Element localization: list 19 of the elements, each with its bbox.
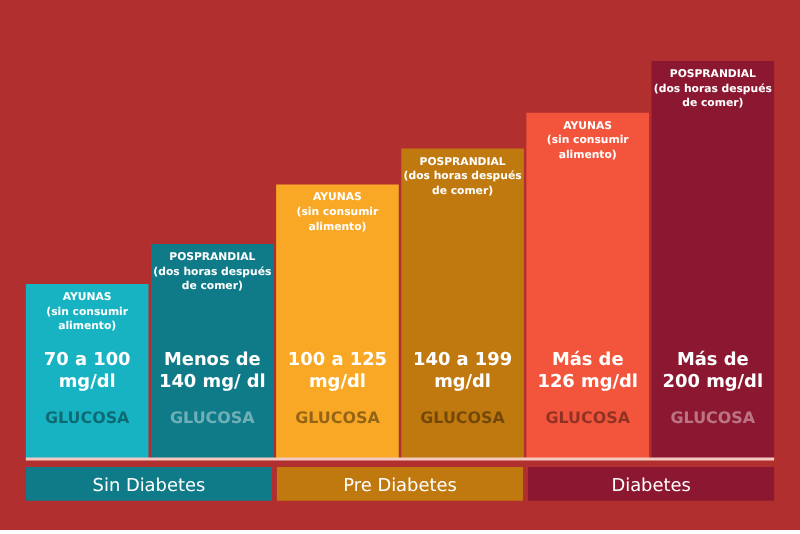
bar [651,61,775,460]
annotation: 70 a 100 mg/dl [43,351,131,394]
text: Sin Diabetes [92,476,206,497]
annotation: GLUCOSA [670,409,757,428]
text: Diabetes [611,476,692,497]
annotation: GLUCOSA [295,409,382,428]
annotation: GLUCOSA [44,409,132,428]
text: Pre Diabetes [343,476,458,497]
annotation: 140 a 199 mg/dl [412,351,513,394]
annotation: GLUCOSA [420,409,507,428]
annotation: 100 a 125 mg/dl [287,351,388,394]
annotation: Más de 200 mg/dl [662,349,764,394]
annotation: GLUCOSA [545,409,632,428]
annotation: GLUCOSA [170,409,257,428]
bar [401,148,524,460]
bar [526,112,649,460]
annotation: Más de 126 mg/dl [537,349,638,394]
annotation: Menos de 140 mg/ dl [158,351,266,394]
bar [276,184,399,460]
